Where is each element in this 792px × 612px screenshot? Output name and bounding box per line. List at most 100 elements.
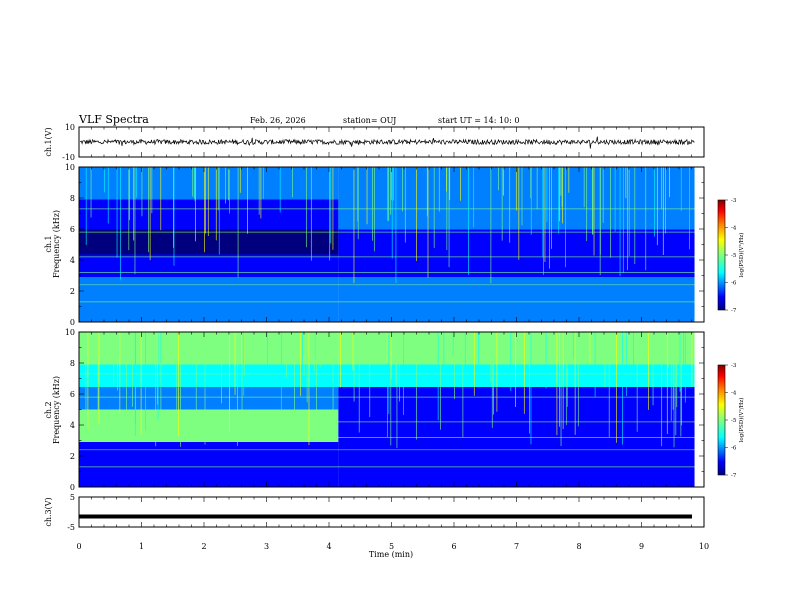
spectrogram-band <box>79 269 339 273</box>
spectrogram-band <box>338 422 695 425</box>
spectrogram-band <box>79 434 339 438</box>
spectrogram-band <box>79 439 339 443</box>
spectrogram-band <box>79 404 339 408</box>
colorbar-tick-label: -3 <box>731 363 737 369</box>
freq-tick-label: 6 <box>70 225 75 234</box>
spectrogram-band <box>79 352 339 355</box>
spectrogram-band <box>79 427 339 430</box>
spectrogram-band <box>338 477 695 480</box>
spectrogram-band <box>338 347 695 350</box>
spectrogram-band <box>338 307 695 310</box>
time-tick-label: 1 <box>139 542 144 551</box>
freq-tick-label: 6 <box>70 390 75 399</box>
ch2-spec-xticks <box>78 332 705 487</box>
spectrogram-band <box>79 342 339 345</box>
spectrogram-band <box>338 289 695 293</box>
colorbar-tick-label: -6 <box>731 281 737 287</box>
spectrogram-band <box>79 477 339 480</box>
spectrogram-band <box>79 479 339 483</box>
spectrogram-band <box>338 264 695 268</box>
spectrogram-band <box>79 412 339 415</box>
spectrogram-band <box>79 414 339 418</box>
no-data-region <box>694 167 704 322</box>
spectrogram-band <box>338 452 695 455</box>
spectrogram-band <box>79 417 339 420</box>
spectrogram-band <box>79 369 339 373</box>
spectrogram-band <box>338 242 695 245</box>
spectrogram-band <box>338 447 695 450</box>
spectrogram-band <box>338 364 695 368</box>
ch1-waveform-trace <box>79 136 695 149</box>
spectrogram-band <box>338 362 695 365</box>
spectrogram-band <box>79 239 339 243</box>
freq-tick-label: 10 <box>65 328 75 337</box>
freq-tick-label: 2 <box>70 287 75 296</box>
spectrogram-band <box>338 432 695 435</box>
colorbar-tick-label: -3 <box>731 198 737 204</box>
spectrogram-band <box>79 354 339 358</box>
time-tick-label: 10 <box>699 542 709 551</box>
spectrogram-band <box>79 319 339 323</box>
spectrogram-band <box>79 377 339 380</box>
spectrogram-band <box>338 434 695 438</box>
ch3-ytick-bottom: -5 <box>67 523 75 532</box>
spectrogram-band <box>79 284 339 288</box>
spectrogram-band <box>79 347 339 350</box>
spectrogram-band <box>79 297 339 300</box>
spectrogram-band <box>338 444 695 448</box>
spectrogram-band <box>79 367 339 370</box>
spectrogram-band <box>79 464 339 468</box>
ch1-ytick-bottom: -10 <box>62 153 75 162</box>
spectrogram-band <box>79 429 339 433</box>
spectrogram-band <box>338 387 695 390</box>
spectrogram-band <box>79 252 339 255</box>
spectrogram-band <box>338 372 695 375</box>
time-tick-label: 3 <box>264 542 269 551</box>
colorbar-tick-label: -5 <box>731 418 737 424</box>
colorbar-tick-label: -5 <box>731 253 737 259</box>
spectrogram-band <box>338 239 695 243</box>
spectrogram-band <box>338 419 695 423</box>
ch2-colorbar-ticks: -3 -4 -5 -6 -7 <box>725 363 737 479</box>
spectrogram-band <box>79 279 339 283</box>
spectrogram-band <box>338 472 695 475</box>
time-tick-label: 9 <box>639 542 644 551</box>
spectrogram-band <box>79 332 339 335</box>
spectrogram-band <box>79 259 339 263</box>
spectrogram-band <box>338 454 695 458</box>
spectrogram-band <box>338 209 695 213</box>
spectrogram-band <box>338 464 695 468</box>
spectrogram-band <box>338 262 695 265</box>
spectrogram-band <box>338 424 695 428</box>
ch3-ytick-top: 5 <box>70 493 75 502</box>
spectrogram-band <box>338 219 695 223</box>
spectrogram-band <box>338 214 695 218</box>
spectrogram-band <box>338 342 695 345</box>
spectrogram-band <box>338 304 695 308</box>
spectrogram-band <box>79 397 339 400</box>
ch1-ytick-top: 10 <box>65 123 75 132</box>
spectrogram-band <box>79 442 339 445</box>
spectrogram-band <box>79 314 339 318</box>
spectrogram-band <box>338 367 695 370</box>
spectrogram-band <box>79 277 339 280</box>
freq-tick-label: 0 <box>70 483 75 492</box>
time-tick-label: 8 <box>576 542 581 551</box>
spectrogram-band <box>79 387 339 390</box>
spectrogram-band <box>338 409 695 413</box>
spectrogram-band <box>79 409 339 413</box>
ch2-spec-ylabel: Frequency (kHz) <box>52 376 61 444</box>
time-tick-label: 6 <box>451 542 456 551</box>
start-time-label: start UT = 14: 10: 0 <box>438 116 519 125</box>
spectrogram-band <box>338 294 695 298</box>
spectrogram-band <box>338 287 695 290</box>
spectrogram-band <box>79 422 339 425</box>
spectrogram-band <box>338 252 695 255</box>
spectrogram-band <box>338 427 695 430</box>
spectrogram-band <box>79 467 339 470</box>
spectrogram-band <box>338 437 695 440</box>
spectrogram-band <box>79 384 339 388</box>
colorbar-tick-label: -4 <box>731 226 737 232</box>
